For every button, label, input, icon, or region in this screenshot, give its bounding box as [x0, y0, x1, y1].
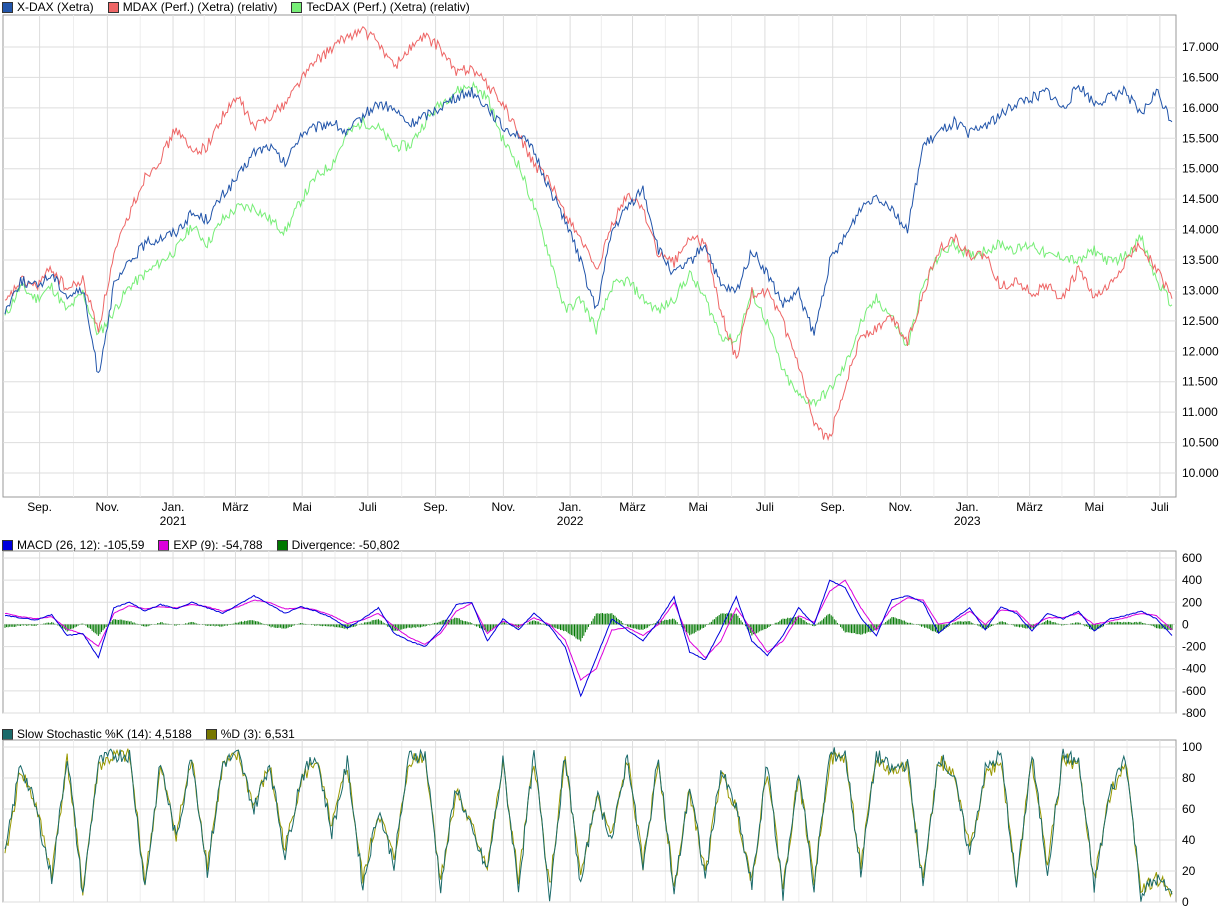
main-legend-swatch — [291, 1, 303, 13]
x-tick-year: 2021 — [160, 514, 187, 528]
y-tick-label: 11.000 — [1182, 405, 1218, 419]
main-legend-item: MDAX (Perf.) (Xetra) (relativ) — [107, 0, 278, 14]
y-tick-label: -200 — [1182, 640, 1206, 654]
series-line-xdax — [4, 84, 1173, 374]
macd-legend-label: MACD (26, 12): -105,59 — [17, 538, 145, 552]
x-tick-label: Juli — [756, 500, 774, 514]
main-legend-item: TecDAX (Perf.) (Xetra) (relativ) — [291, 0, 470, 14]
macd-legend-swatch — [276, 539, 288, 551]
x-tick-label: Sep. — [820, 500, 845, 514]
y-tick-label: 17.000 — [1182, 40, 1219, 54]
panel-frame — [2, 550, 1177, 714]
x-tick-label: März — [619, 500, 646, 514]
main-legend-label: X-DAX (Xetra) — [17, 0, 94, 14]
stoch-legend-item: %D (3): 6,531 — [205, 727, 295, 741]
series-line-tecdax — [4, 80, 1173, 408]
x-tick-label: Nov. — [95, 500, 119, 514]
macd-legend-swatch — [158, 539, 170, 551]
series-line-macd — [4, 579, 1173, 698]
series-line-mdax — [4, 26, 1173, 442]
y-tick-label: 0 — [1182, 617, 1189, 631]
series-line-stoch-k — [4, 747, 1173, 902]
main-legend: X-DAX (Xetra) MDAX (Perf.) (Xetra) (relat… — [2, 0, 484, 14]
macd-legend: MACD (26, 12): -105,59 EXP (9): -54,788 Di… — [2, 538, 414, 552]
y-tick-label: 14.500 — [1182, 192, 1219, 206]
stoch-legend-label: Slow Stochastic %K (14): 4,5188 — [17, 727, 192, 741]
y-tick-label: 200 — [1182, 595, 1202, 609]
main-legend-item: X-DAX (Xetra) — [2, 0, 94, 14]
y-tick-label: 16.000 — [1182, 101, 1219, 115]
macd-legend-label: EXP (9): -54,788 — [173, 538, 263, 552]
main-legend-swatch — [2, 1, 13, 13]
x-tick-label: März — [222, 500, 249, 514]
panel-frame — [2, 14, 1177, 498]
y-tick-label: 14.000 — [1182, 223, 1219, 237]
x-tick-label: Mai — [292, 500, 311, 514]
y-tick-label: 13.500 — [1182, 253, 1219, 267]
y-tick-label: 20 — [1182, 864, 1196, 878]
y-tick-label: 15.500 — [1182, 131, 1219, 145]
x-tick-label: Sep. — [423, 500, 448, 514]
y-tick-label: 400 — [1182, 573, 1202, 587]
stoch-legend-label: %D (3): 6,531 — [220, 727, 295, 741]
y-tick-label: -800 — [1182, 706, 1206, 720]
x-tick-year: 2022 — [557, 514, 584, 528]
main-legend-label: MDAX (Perf.) (Xetra) (relativ) — [122, 0, 278, 14]
macd-legend-item: Divergence: -50,802 — [276, 538, 400, 552]
stoch-legend-swatch — [2, 728, 13, 740]
x-tick-label: Jan. — [956, 500, 979, 514]
y-tick-label: 13.000 — [1182, 283, 1219, 297]
macd-legend-swatch — [2, 539, 13, 551]
x-tick-label: Juli — [359, 500, 377, 514]
y-tick-label: -600 — [1182, 684, 1206, 698]
y-tick-label: 15.000 — [1182, 162, 1219, 176]
y-tick-label: 0 — [1182, 895, 1189, 909]
main-legend-label: TecDAX (Perf.) (Xetra) (relativ) — [306, 0, 470, 14]
macd-legend-label: Divergence: -50,802 — [291, 538, 400, 552]
stoch-legend-item: Slow Stochastic %K (14): 4,5188 — [2, 727, 192, 741]
macd-legend-item: EXP (9): -54,788 — [158, 538, 263, 552]
y-tick-label: 600 — [1182, 551, 1202, 565]
x-tick-label: Nov. — [492, 500, 516, 514]
x-tick-label: Sep. — [27, 500, 52, 514]
x-tick-label: Mai — [689, 500, 708, 514]
main-legend-swatch — [107, 1, 119, 13]
y-tick-label: 100 — [1182, 740, 1202, 754]
macd-legend-item: MACD (26, 12): -105,59 — [2, 538, 144, 552]
x-tick-label: Mai — [1085, 500, 1104, 514]
stochastic-legend: Slow Stochastic %K (14): 4,5188 %D (3): 6… — [2, 727, 309, 741]
x-tick-label: Nov. — [889, 500, 913, 514]
y-tick-label: 10.500 — [1182, 436, 1219, 450]
x-tick-label: Jan. — [559, 500, 582, 514]
y-tick-label: 80 — [1182, 771, 1196, 785]
panel-frame — [2, 739, 1177, 903]
y-tick-label: 12.000 — [1182, 344, 1219, 358]
x-tick-year: 2023 — [954, 514, 981, 528]
y-tick-label: 40 — [1182, 833, 1196, 847]
stoch-legend-swatch — [205, 728, 217, 740]
x-tick-label: Juli — [1151, 500, 1169, 514]
y-tick-label: 12.500 — [1182, 314, 1219, 328]
y-tick-label: 16.500 — [1182, 70, 1219, 84]
y-tick-label: 11.500 — [1182, 375, 1218, 389]
x-tick-label: Jan. — [162, 500, 185, 514]
y-tick-label: 10.000 — [1182, 466, 1219, 480]
y-tick-label: 60 — [1182, 802, 1196, 816]
y-tick-label: -400 — [1182, 662, 1206, 676]
x-tick-label: März — [1016, 500, 1043, 514]
